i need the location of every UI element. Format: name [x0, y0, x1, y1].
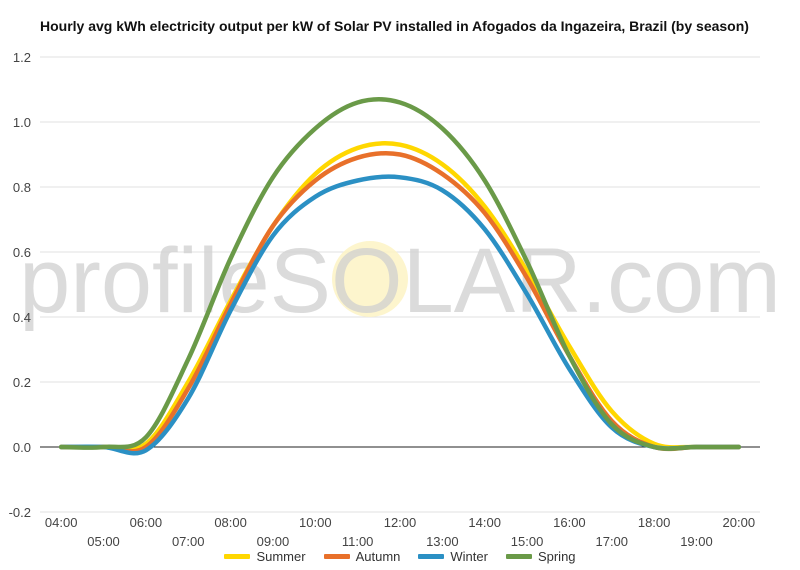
series-line-autumn: [58, 150, 742, 454]
y-tick-label: -0.2: [9, 505, 31, 520]
legend-item-winter[interactable]: Winter: [418, 549, 488, 564]
legend-item-summer[interactable]: Summer: [224, 549, 306, 564]
x-tick-label: 05:00: [87, 534, 120, 549]
y-tick-label: 0.8: [13, 180, 31, 195]
legend-item-spring[interactable]: Spring: [505, 549, 576, 564]
series-line-spring: [58, 97, 742, 451]
series-lines: [58, 97, 742, 456]
y-axis-ticks: -0.2 0.0 0.2 0.4 0.6 0.8 1.0 1.2: [9, 50, 31, 520]
chart-title: Hourly avg kWh electricity output per kW…: [40, 18, 749, 34]
legend-item-autumn[interactable]: Autumn: [323, 549, 401, 564]
legend-swatch: [505, 554, 532, 559]
x-tick-label: 12:00: [384, 515, 417, 530]
y-tick-label: 0.2: [13, 375, 31, 390]
x-axis-ticks: 04:00 05:00 06:00 07:00 08:00 09:00 10:00 11:00…: [45, 515, 755, 549]
x-tick-label: 19:00: [680, 534, 713, 549]
x-tick-label: 10:00: [299, 515, 332, 530]
legend-swatch: [224, 554, 251, 559]
legend-label: Summer: [256, 549, 306, 564]
legend: Summer Autumn Winter Spring: [0, 549, 800, 564]
x-tick-label: 20:00: [723, 515, 756, 530]
x-tick-label: 18:00: [638, 515, 671, 530]
x-tick-label: 09:00: [257, 534, 290, 549]
legend-label: Autumn: [355, 549, 401, 564]
watermark: profileSOLAR.com: [19, 230, 781, 332]
y-tick-label: 0.0: [13, 440, 31, 455]
x-tick-label: 07:00: [172, 534, 205, 549]
y-tick-label: 1.0: [13, 115, 31, 130]
gridlines: [40, 56, 760, 513]
series-line-summer: [58, 141, 742, 452]
x-tick-label: 15:00: [511, 534, 544, 549]
x-tick-label: 13:00: [426, 534, 459, 549]
y-tick-label: 0.4: [13, 310, 31, 325]
x-tick-label: 14:00: [468, 515, 501, 530]
x-tick-label: 16:00: [553, 515, 586, 530]
y-tick-label: 1.2: [13, 50, 31, 65]
legend-swatch: [323, 554, 350, 559]
x-tick-label: 17:00: [595, 534, 628, 549]
y-tick-label: 0.6: [13, 245, 31, 260]
x-tick-label: 06:00: [130, 515, 163, 530]
legend-label: Spring: [537, 549, 576, 564]
x-tick-label: 08:00: [214, 515, 247, 530]
watermark-sun: [332, 241, 408, 317]
x-tick-label: 04:00: [45, 515, 78, 530]
x-tick-label: 11:00: [342, 534, 374, 549]
legend-swatch: [418, 554, 445, 559]
watermark-text: profileSOLAR.com: [19, 230, 781, 332]
legend-label: Winter: [450, 549, 488, 564]
